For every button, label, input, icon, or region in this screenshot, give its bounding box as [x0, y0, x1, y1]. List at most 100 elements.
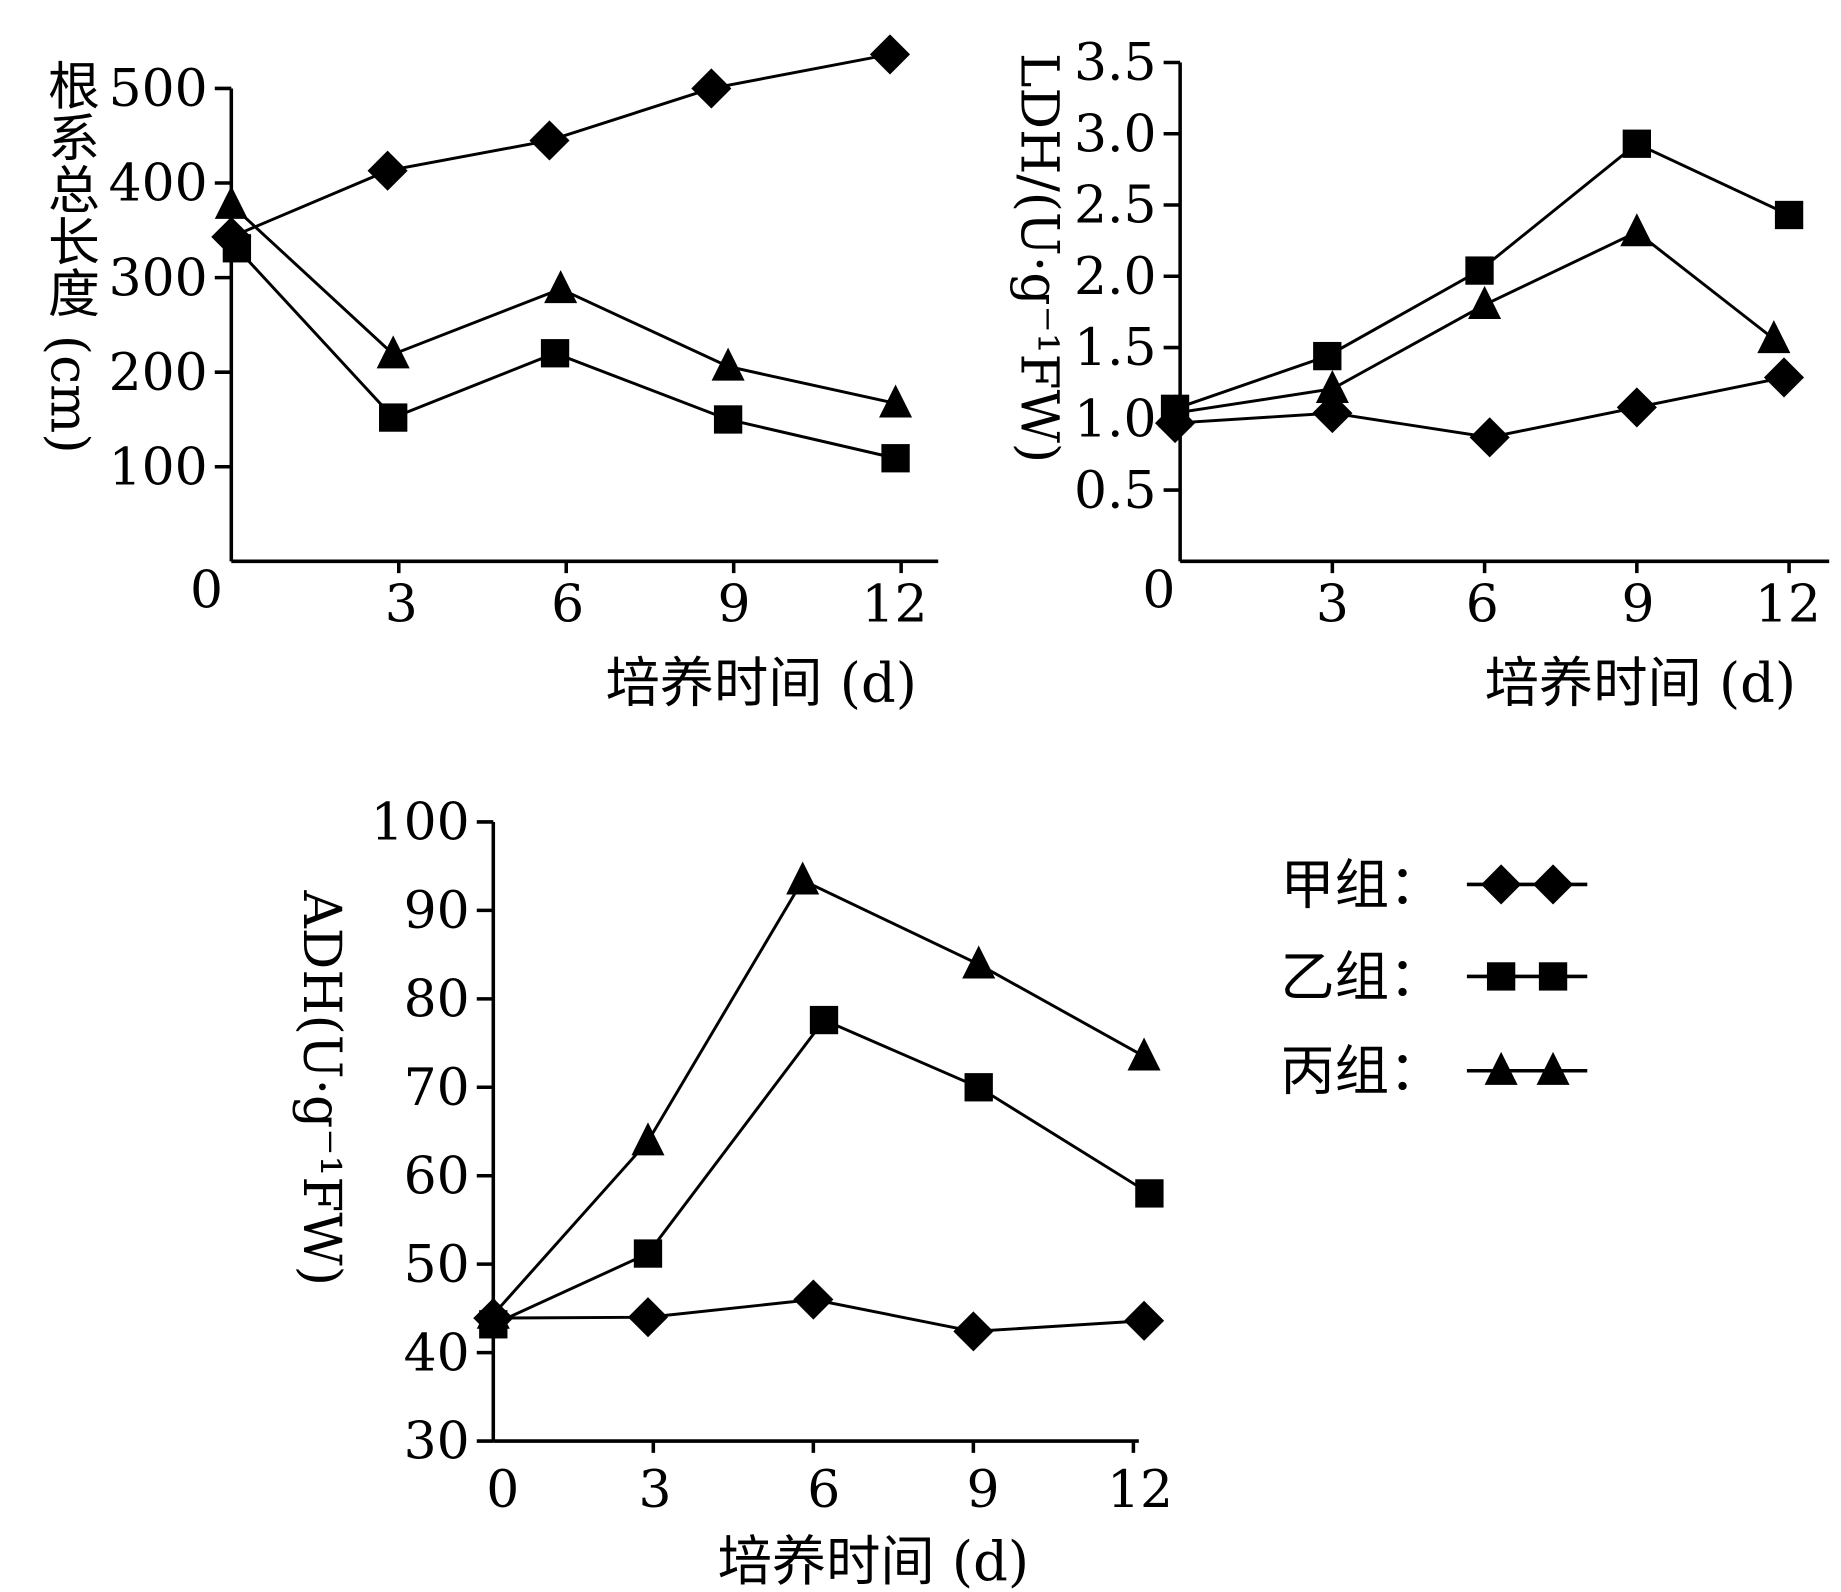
legend-item: 丙组：	[1280, 1040, 1588, 1103]
legend-label: 丙组：	[1280, 1040, 1443, 1103]
data-point-triangle	[544, 270, 578, 304]
series-triangle	[476, 861, 1161, 1329]
legend-marker-square	[1486, 962, 1516, 991]
legend-item: 甲组：	[1280, 853, 1588, 916]
data-point-triangle	[214, 185, 248, 219]
x-tick-label: 6	[1466, 574, 1499, 634]
legend-marker-triangle	[1484, 1051, 1518, 1085]
legend-marker-diamond	[1481, 864, 1522, 905]
y-tick-label: 90	[404, 881, 470, 941]
data-point-square	[222, 234, 252, 263]
data-point-square	[1313, 341, 1342, 371]
x-tick-label: 12	[862, 574, 928, 634]
data-point-square	[964, 1073, 993, 1102]
y-tick-label: 2.5	[1074, 176, 1157, 236]
series-line	[492, 878, 1145, 1316]
y-tick-label: 70	[404, 1058, 470, 1118]
series-diamond	[211, 34, 911, 257]
data-point-square	[1465, 256, 1494, 285]
y-tick-label: 100	[371, 793, 470, 853]
data-point-square	[633, 1239, 663, 1268]
chart-2: 0 0.5 1.0 1.5 2.0 2.5 3.0 3.5 3 6 9 12 培养时间 (d) LDH/(…	[1009, 33, 1830, 715]
series-diamond	[1154, 357, 1805, 458]
data-point-triangle	[376, 335, 410, 369]
data-point-diamond	[691, 68, 732, 109]
x-axis-label: 培养时间 (d)	[1485, 652, 1796, 715]
y-tick-label: 300	[109, 248, 208, 308]
x-tick-label: 3	[1316, 574, 1349, 634]
x-tick-label: 3	[638, 1460, 671, 1520]
legend-label: 甲组：	[1280, 853, 1443, 916]
x-tick-label: 9	[1622, 574, 1655, 634]
y-tick-label: 1.0	[1074, 390, 1157, 450]
data-point-triangle	[962, 945, 996, 979]
y-axis-label: LDH/(U·g⁻¹FW)	[1009, 53, 1069, 463]
series-diamond	[473, 1279, 1165, 1352]
x-axis-label: 培养时间 (d)	[605, 652, 916, 715]
data-point-diamond	[793, 1279, 834, 1320]
series-line	[230, 203, 896, 405]
data-point-square	[1135, 1179, 1164, 1208]
y-tick-label: 0	[190, 560, 223, 620]
data-point-square	[379, 403, 408, 432]
data-point-triangle	[1158, 394, 1192, 428]
data-point-triangle	[1127, 1037, 1161, 1071]
data-point-triangle	[786, 861, 820, 895]
y-tick-label: 2.0	[1074, 247, 1157, 307]
data-point-triangle	[1620, 213, 1654, 247]
data-point-square	[881, 444, 910, 473]
y-axis-label: 根系总长度 (cm)	[38, 59, 98, 454]
y-tick-label: 0.5	[1074, 461, 1157, 521]
series-square	[1160, 129, 1804, 423]
legend: 甲组： 乙组： 丙组：	[1280, 853, 1588, 1103]
data-point-diamond	[1616, 387, 1657, 428]
y-tick-label: 50	[404, 1235, 470, 1295]
chart-3: 30 40 50 60 70 80 90 100 0 3 6 9 12 培养时间 (d) ADH(U·g⁻¹…	[291, 793, 1173, 1592]
legend-marker-diamond	[1532, 864, 1574, 905]
data-point-diamond	[627, 1297, 669, 1338]
legend-label: 乙组：	[1280, 945, 1443, 1008]
data-point-triangle	[711, 347, 745, 381]
y-tick-label: 60	[404, 1146, 470, 1206]
data-point-triangle	[631, 1122, 665, 1156]
x-tick-label: 0	[486, 1460, 519, 1520]
y-tick-label: 200	[109, 343, 208, 403]
x-tick-label: 9	[967, 1460, 1000, 1520]
data-point-square	[809, 1005, 839, 1035]
data-point-triangle	[1315, 370, 1349, 404]
data-point-diamond	[529, 120, 570, 161]
y-tick-label: 3.5	[1074, 33, 1157, 93]
legend-marker-triangle	[1536, 1051, 1570, 1085]
legend-marker-square	[1538, 962, 1568, 991]
y-tick-label: 100	[109, 437, 208, 497]
data-point-diamond	[953, 1311, 994, 1352]
data-point-diamond	[1312, 393, 1353, 434]
y-tick-label: 80	[404, 970, 470, 1030]
x-tick-label: 6	[807, 1460, 840, 1520]
y-tick-label: 500	[109, 59, 208, 119]
y-tick-label: 3.0	[1074, 104, 1157, 164]
data-point-triangle	[879, 384, 913, 418]
data-point-square	[540, 339, 570, 368]
series-triangle	[214, 185, 913, 418]
x-tick-label: 9	[718, 574, 751, 634]
y-tick-label: 30	[404, 1412, 470, 1472]
data-point-diamond	[1763, 357, 1805, 398]
series-triangle	[1158, 213, 1791, 428]
x-tick-label: 12	[1755, 574, 1821, 634]
y-tick-label: 1.5	[1074, 318, 1157, 378]
data-point-triangle	[1468, 285, 1502, 319]
data-point-diamond	[1124, 1300, 1165, 1341]
y-tick-label: 0	[1142, 560, 1175, 620]
data-point-diamond	[1469, 417, 1510, 458]
y-tick-label: 400	[109, 154, 208, 214]
data-point-triangle	[476, 1295, 510, 1329]
y-axis-label: ADH(U·g⁻¹FW)	[291, 889, 351, 1286]
data-point-square	[713, 405, 743, 434]
chart-1: 0 100 200 300 400 500 3 6 9 12 培养时间 (d) 根系总长度 (cm)	[38, 34, 939, 715]
x-tick-label: 12	[1107, 1460, 1173, 1520]
legend-item: 乙组：	[1280, 945, 1588, 1008]
x-axis-label: 培养时间 (d)	[718, 1530, 1029, 1592]
data-point-diamond	[869, 34, 911, 75]
y-tick-label: 40	[404, 1323, 470, 1383]
